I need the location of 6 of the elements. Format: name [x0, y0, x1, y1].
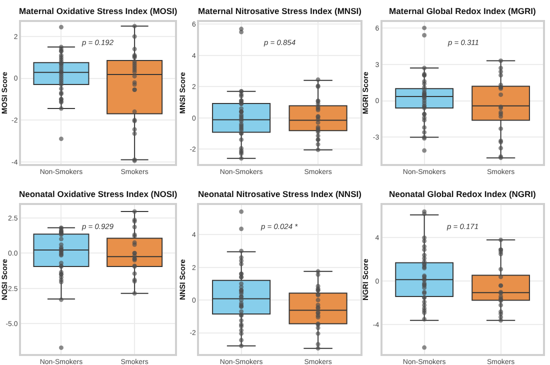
- chart-title: Maternal Global Redox Index (MGRI): [389, 6, 536, 16]
- chart-title: Neonatal Oxidative Stress Index (NOSI): [19, 189, 178, 199]
- chart-title: Maternal Nitrosative Stress Index (MNSI): [198, 6, 362, 16]
- chart-title: Neonatal Global Redox Index (NGRI): [389, 189, 536, 199]
- chart-title: Neonatal Nitrosative Stress Index (NNSI): [198, 189, 362, 199]
- chart-title: Maternal Oxidative Stress Index (MOSI): [19, 6, 178, 16]
